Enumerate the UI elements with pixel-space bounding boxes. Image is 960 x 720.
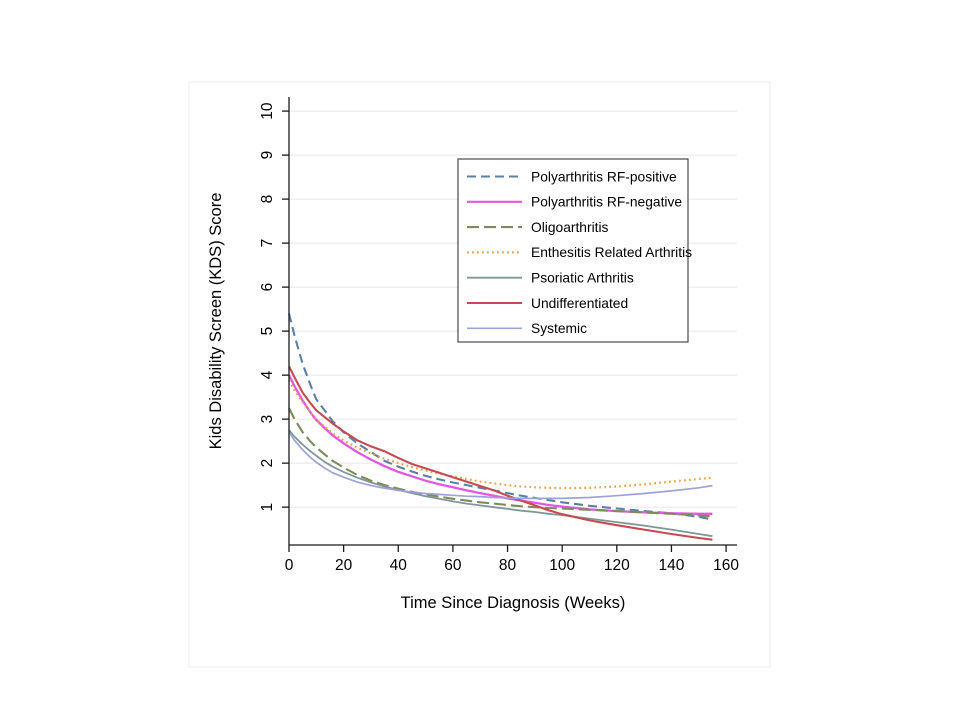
y-axis-title: Kids Disability Screen (KDS) Score [207, 193, 225, 450]
x-tick-label-100: 100 [549, 557, 575, 574]
x-tick-label-160: 160 [713, 557, 739, 574]
series-line-systemic [288, 431, 713, 500]
series-layer [287, 313, 713, 541]
y-tick-label-7: 7 [259, 239, 276, 248]
series-line-polyarthritis-rf-negative [287, 374, 713, 515]
legend-label-polyarthritis-rf-negative: Polyarthritis RF-negative [531, 195, 682, 210]
x-axis-title: Time Since Diagnosis (Weeks) [401, 594, 626, 612]
legend-label-undifferentiated: Undifferentiated [531, 296, 628, 311]
y-tick-label-8: 8 [259, 195, 276, 204]
x-tick-label-140: 140 [658, 557, 684, 574]
series-line-polyarthritis-rf-positive [287, 313, 713, 521]
y-tick-label-10: 10 [259, 102, 276, 120]
y-tick-label-5: 5 [259, 327, 276, 336]
series-line-oligoarthritis [288, 407, 713, 518]
y-tick-label-2: 2 [259, 459, 276, 468]
y-tick-label-9: 9 [259, 151, 276, 160]
legend-box [457, 158, 689, 343]
legend-label-oligoarthritis: Oligoarthritis [531, 220, 609, 235]
y-tick-label-6: 6 [259, 283, 276, 292]
legend-label-enthesitis-related-arthritis: Enthesitis Related Arthritis [531, 245, 692, 260]
legend-label-polyarthritis-rf-positive: Polyarthritis RF-positive [531, 169, 677, 184]
series-line-undifferentiated [288, 365, 713, 541]
x-tick-label-120: 120 [604, 557, 630, 574]
x-tick-label-80: 80 [499, 557, 517, 574]
y-tick-label-4: 4 [259, 370, 276, 379]
legend-label-systemic: Systemic [531, 321, 587, 336]
x-tick-label-20: 20 [335, 557, 353, 574]
series-line-psoriatic-arthritis [288, 429, 713, 538]
x-tick-label-60: 60 [444, 557, 462, 574]
legend-label-psoriatic-arthritis: Psoriatic Arthritis [531, 271, 634, 286]
x-tick-label-0: 0 [285, 557, 294, 574]
y-tick-label-1: 1 [259, 503, 276, 512]
legend-layer: Polyarthritis RF-positive Polyarthritis R… [457, 158, 692, 343]
y-tick-label-3: 3 [259, 415, 276, 424]
x-tick-label-40: 40 [390, 557, 408, 574]
